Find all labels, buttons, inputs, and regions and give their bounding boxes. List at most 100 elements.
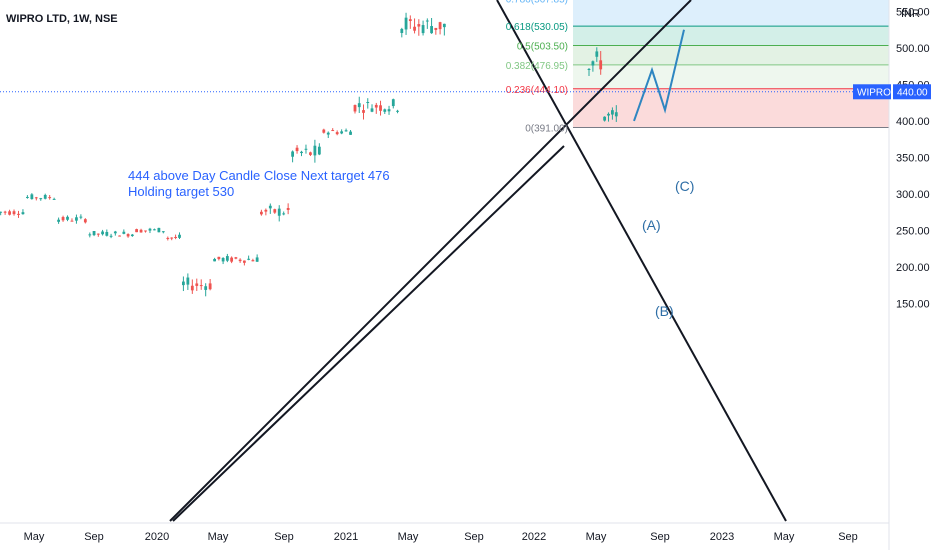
x-tick-label: 2022 <box>522 531 546 543</box>
candle-body <box>430 26 433 34</box>
x-tick-label: May <box>586 531 607 543</box>
price-axis[interactable]: 150.00200.00250.00300.00350.00400.00450.… <box>896 0 930 311</box>
candle-body <box>101 231 104 235</box>
candle-body <box>442 23 446 28</box>
y-tick-label: 300.00 <box>896 189 930 201</box>
candle-body <box>122 231 126 234</box>
candle-body <box>61 217 65 221</box>
price-tag-symbol: WIPRO <box>857 87 891 98</box>
candle-body <box>383 109 387 112</box>
y-tick-label: 400.00 <box>896 116 930 128</box>
x-tick-label: May <box>24 531 45 543</box>
price-tag-value: 440.00 <box>897 87 928 98</box>
y-tick-label: 500.00 <box>896 43 930 55</box>
fib-zone-0.382 <box>573 64 889 89</box>
candle-body <box>199 285 203 287</box>
candle-body <box>268 205 272 209</box>
candle-body <box>0 211 3 213</box>
candle-body <box>408 19 412 22</box>
y-tick-label: 250.00 <box>896 225 930 237</box>
candle-body <box>591 61 595 66</box>
trendlines <box>169 0 787 522</box>
candle-body <box>113 231 117 234</box>
x-tick-label: 2021 <box>334 531 358 543</box>
trendline-1[interactable] <box>169 0 692 522</box>
y-tick-label: 200.00 <box>896 262 930 274</box>
candle-body <box>331 130 335 132</box>
candle-body <box>83 219 87 223</box>
candle-body <box>70 220 74 222</box>
candle-body <box>178 234 181 238</box>
y-tick-label: 550.00 <box>896 7 930 19</box>
price-unit-label: INR <box>901 8 920 20</box>
x-tick-label: May <box>208 531 229 543</box>
candle-body <box>135 229 138 233</box>
candle-body <box>195 283 199 286</box>
candle-body <box>126 234 130 237</box>
candle-body <box>3 211 7 213</box>
y-tick-label: 350.00 <box>896 152 930 164</box>
candle-body <box>34 197 38 199</box>
candle-body <box>300 151 303 154</box>
fib-zone-0.236 <box>573 88 889 128</box>
candle-body <box>357 103 361 108</box>
time-axis[interactable]: May Sep 2020 May Sep 2021 May Sep 2022 May Sep 2023… <box>24 531 858 543</box>
candle-body <box>340 131 344 134</box>
candle-body <box>92 231 96 236</box>
candle-body <box>264 209 268 212</box>
candle-body <box>349 131 352 135</box>
candle-body <box>353 105 357 112</box>
candle-body <box>391 99 395 107</box>
wave-label-c: (C) <box>675 178 694 194</box>
candle-body <box>221 257 225 262</box>
trendline-3[interactable] <box>496 0 787 522</box>
fib-label-0.618: 0.618(530.05) <box>506 22 568 33</box>
candle-body <box>400 28 404 33</box>
candle-body <box>234 257 238 259</box>
trendline-2[interactable] <box>172 145 565 522</box>
candle-body <box>230 257 234 262</box>
candle-body <box>607 113 610 116</box>
candle-body <box>190 285 194 291</box>
candle-body <box>66 216 69 220</box>
candle-body <box>595 51 599 57</box>
y-tick-label: 150.00 <box>896 298 930 310</box>
candle-body <box>599 60 603 70</box>
candle-body <box>421 25 425 34</box>
candle-body <box>438 22 442 30</box>
x-tick-label: Sep <box>274 531 294 543</box>
fib-label-0: 0(391.00) <box>525 124 568 135</box>
candle-body <box>603 116 606 121</box>
candle-body <box>326 132 330 135</box>
candle-body <box>313 145 317 156</box>
candle-body <box>52 198 56 200</box>
candle-body <box>286 208 290 210</box>
candle-body <box>413 26 416 31</box>
candle-body <box>247 258 251 260</box>
candle-body <box>88 234 92 236</box>
candle-body <box>255 257 259 262</box>
candle-body <box>57 219 60 222</box>
x-tick-label: Sep <box>838 531 858 543</box>
candle-body <box>96 233 100 235</box>
candle-body <box>130 234 134 237</box>
candle-body <box>273 209 277 213</box>
candle-body <box>26 196 29 198</box>
candle-body <box>8 211 11 215</box>
candle-body <box>157 227 161 233</box>
candle-body <box>43 194 47 199</box>
candle-body <box>335 132 339 135</box>
candle-body <box>291 151 294 157</box>
projection-path[interactable] <box>633 29 685 122</box>
candle-body <box>153 229 156 231</box>
candle-body <box>404 17 408 30</box>
candle-body <box>213 258 216 262</box>
candle-body <box>225 256 229 261</box>
fib-zone-0.618 <box>573 26 889 46</box>
chart-title: WIPRO LTD, 1W, NSE <box>6 13 118 25</box>
candle-body <box>105 231 109 236</box>
x-tick-label: 2023 <box>710 531 734 543</box>
candle-body <box>170 237 174 239</box>
